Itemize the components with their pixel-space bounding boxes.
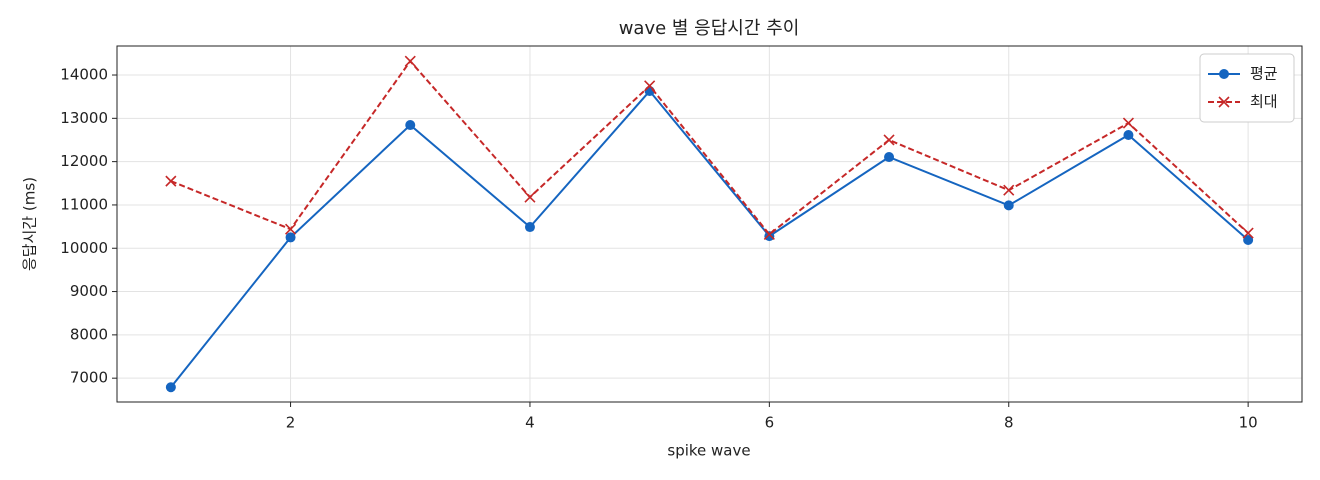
marker: [883, 134, 895, 146]
y-tick-label: 10000: [60, 239, 108, 257]
y-tick-label: 12000: [60, 152, 108, 170]
x-axis-label: spike wave: [667, 442, 750, 460]
marker: [524, 191, 536, 203]
x-tick-label: 10: [1239, 414, 1258, 432]
legend-marker: [1218, 96, 1230, 108]
x-tick-label: 2: [286, 414, 296, 432]
marker: [884, 152, 895, 163]
marker: [1243, 235, 1254, 246]
chart-title: wave 별 응답시간 추이: [619, 18, 800, 39]
marker: [165, 175, 177, 187]
plot-frame: [116, 45, 1303, 403]
legend-label: 평균: [1250, 65, 1278, 83]
x-tick-label: 8: [1004, 414, 1014, 432]
y-tick-label: 7000: [70, 369, 108, 387]
legend-box: [1199, 53, 1295, 123]
marker: [524, 222, 535, 233]
y-tick-label: 8000: [70, 325, 108, 343]
series-line: [170, 59, 1249, 236]
marker: [405, 120, 416, 131]
y-tick-label: 11000: [60, 195, 108, 213]
marker: [285, 232, 296, 243]
legend-marker: [1219, 69, 1229, 79]
y-tick-label: 14000: [60, 66, 108, 84]
x-tick-label: 4: [525, 414, 535, 432]
marker: [404, 55, 416, 67]
marker: [1003, 200, 1014, 211]
marker: [644, 80, 656, 92]
marker: [763, 228, 775, 240]
marker: [1003, 184, 1015, 196]
marker: [1242, 227, 1254, 239]
x-tick-label: 6: [765, 414, 775, 432]
marker: [1123, 130, 1134, 140]
y-tick-label: 9000: [70, 282, 108, 300]
series-line: [170, 89, 1249, 388]
y-tick-label: 13000: [60, 109, 108, 127]
legend-label: 최대: [1250, 93, 1278, 111]
marker: [284, 223, 297, 235]
marker: [165, 382, 176, 393]
marker: [1122, 117, 1135, 129]
y-axis-label: 응답시간 (ms): [21, 177, 39, 271]
